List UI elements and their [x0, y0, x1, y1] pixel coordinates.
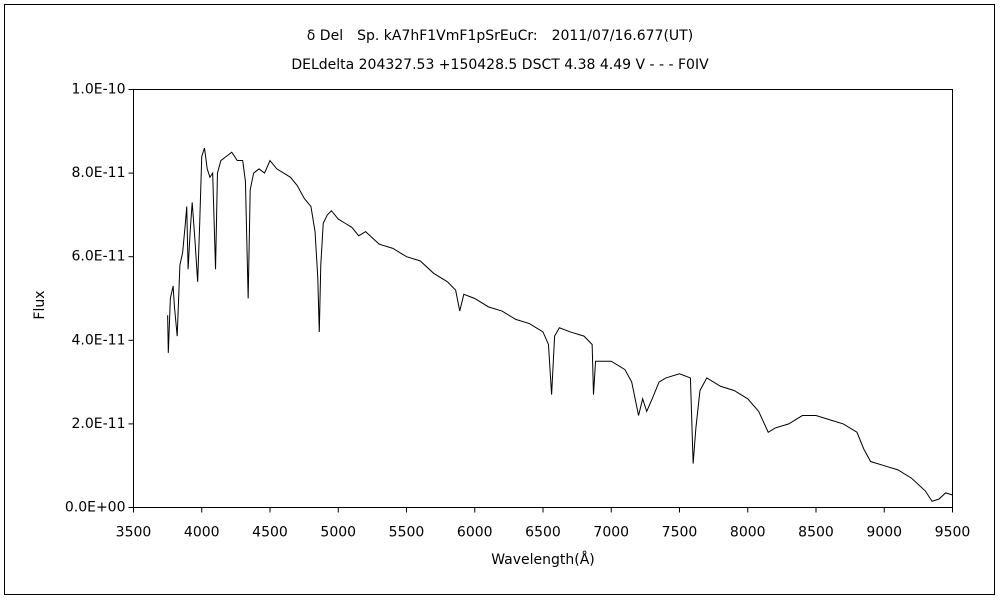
x-tick-label: 5000 — [320, 525, 356, 541]
y-axis-label: Flux — [32, 290, 48, 319]
x-tick-label: 6500 — [525, 525, 561, 541]
x-tick-label: 4500 — [252, 525, 288, 541]
chart-title: δ Del Sp. kA7hF1VmF1pSrEuCr: 2011/07/16.… — [307, 28, 693, 44]
y-tick-label: 8.0E-11 — [72, 165, 126, 181]
x-tick-label: 9000 — [866, 525, 902, 541]
y-tick-label: 4.0E-11 — [72, 332, 126, 348]
x-tick-label: 4000 — [184, 525, 220, 541]
x-tick-label: 6000 — [457, 525, 493, 541]
x-tick-label: 7500 — [662, 525, 698, 541]
y-tick-label: 0.0E+00 — [65, 500, 126, 516]
spectrum-line — [167, 147, 953, 502]
x-tick-label: 8000 — [730, 525, 766, 541]
y-tick-label: 2.0E-11 — [72, 416, 126, 432]
x-tick-label: 5500 — [389, 525, 425, 541]
chart-border — [4, 4, 995, 595]
x-tick-label: 9500 — [935, 525, 971, 541]
y-tick-label: 6.0E-11 — [72, 249, 126, 265]
x-tick-label: 7000 — [593, 525, 629, 541]
y-tick-label: 1.0E-10 — [72, 82, 126, 98]
x-tick-label: 8500 — [798, 525, 834, 541]
chart-subtitle: DELdelta 204327.53 +150428.5 DSCT 4.38 4… — [291, 57, 709, 73]
x-axis-label: Wavelength(Å) — [491, 551, 595, 568]
x-tick-label: 3500 — [116, 525, 152, 541]
